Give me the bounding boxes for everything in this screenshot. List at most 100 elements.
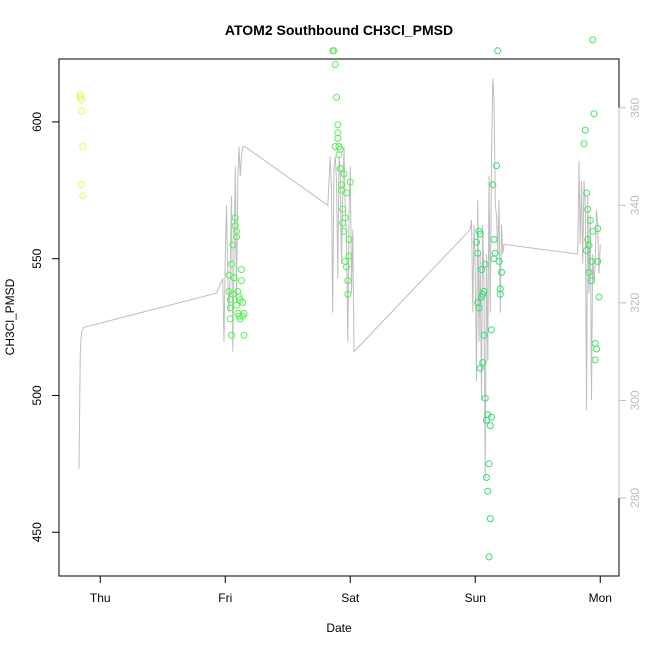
data-point <box>238 277 245 285</box>
data-point <box>488 326 495 334</box>
y2-tick-label: 360 <box>628 97 642 117</box>
data-point <box>331 61 339 68</box>
data-point <box>229 241 237 249</box>
y-axis: 450 500 550 600 <box>30 112 60 542</box>
data-point <box>240 331 248 339</box>
series-4 <box>580 36 603 364</box>
data-point <box>490 236 498 243</box>
data-point <box>346 178 354 186</box>
data-point <box>486 515 494 523</box>
data-point <box>79 192 87 200</box>
data-point <box>593 345 600 353</box>
data-point <box>486 422 494 430</box>
data-point <box>481 260 489 268</box>
data-point <box>489 181 497 189</box>
data-point <box>334 134 342 142</box>
secondary-series <box>78 78 601 479</box>
data-point <box>345 236 353 243</box>
data-point <box>233 301 240 309</box>
data-point <box>343 189 350 197</box>
y2-tick-label: 320 <box>628 293 642 313</box>
y2-tick-label: 340 <box>628 195 642 215</box>
data-point <box>344 277 352 285</box>
data-point <box>495 257 503 265</box>
data-point <box>485 460 493 468</box>
data-point <box>491 249 499 257</box>
data-point <box>475 227 483 235</box>
data-point <box>339 205 347 213</box>
data-point <box>336 164 344 172</box>
data-point <box>585 241 593 249</box>
data-point <box>594 257 602 265</box>
y-tick-label: 500 <box>30 385 44 405</box>
data-point <box>330 47 338 55</box>
data-point <box>475 304 483 312</box>
y2-axis: 280 300 320 340 360 <box>618 97 642 508</box>
series-0 <box>76 91 87 200</box>
data-point <box>581 126 589 134</box>
y-tick-label: 600 <box>30 112 44 132</box>
data-point <box>231 214 239 222</box>
data-point <box>226 315 234 323</box>
data-point <box>228 260 235 268</box>
x-tick-label: Mon <box>589 591 612 605</box>
series-2 <box>329 47 354 298</box>
data-point <box>498 268 505 276</box>
data-point <box>226 296 234 304</box>
data-point <box>76 93 84 101</box>
data-point <box>340 227 348 235</box>
data-point <box>344 290 352 298</box>
data-point <box>580 140 588 148</box>
data-point <box>494 47 502 55</box>
data-point <box>485 553 493 561</box>
data-point <box>336 145 344 153</box>
data-point <box>583 247 590 254</box>
data-point <box>340 170 348 178</box>
data-points <box>76 36 603 561</box>
x-axis-label: Date <box>326 621 352 635</box>
series-1 <box>225 214 248 339</box>
data-point <box>229 290 237 298</box>
data-point <box>480 331 488 339</box>
data-point <box>479 359 487 367</box>
data-point <box>493 162 500 170</box>
data-point <box>240 309 248 317</box>
data-point <box>235 293 243 301</box>
data-point <box>589 227 597 235</box>
data-point <box>341 214 349 222</box>
data-point <box>496 285 504 293</box>
data-point <box>343 263 350 271</box>
data-point <box>233 233 240 241</box>
data-point <box>584 205 592 213</box>
data-point <box>78 107 85 115</box>
data-point <box>588 277 595 285</box>
data-point <box>591 356 599 364</box>
data-point <box>481 394 489 402</box>
data-point <box>230 274 238 282</box>
plot-frame <box>58 58 620 577</box>
y2-tick-label: 280 <box>628 488 642 508</box>
x-tick-label: Sun <box>465 591 486 605</box>
series-3 <box>473 47 505 561</box>
data-point <box>480 288 488 295</box>
data-point <box>79 143 87 150</box>
data-point <box>484 487 492 495</box>
x-tick-label: Sat <box>341 591 360 605</box>
x-tick-label: Fri <box>218 591 232 605</box>
data-point <box>238 266 245 274</box>
data-point <box>478 266 485 274</box>
data-point <box>589 36 597 44</box>
data-point <box>586 216 594 224</box>
data-point <box>78 181 85 189</box>
x-tick-label: Thu <box>90 591 111 605</box>
y2-tick-label: 300 <box>628 390 642 410</box>
data-point <box>474 249 482 257</box>
data-point <box>239 299 247 306</box>
chart-title: ATOM2 Southbound CH3Cl_PMSD <box>225 22 453 38</box>
data-point <box>334 129 342 137</box>
data-point <box>585 268 593 276</box>
x-axis: Thu Fri Sat Sun Mon <box>90 575 612 605</box>
data-point <box>334 121 342 129</box>
y-axis-label: CH3Cl_PMSD <box>3 278 17 355</box>
